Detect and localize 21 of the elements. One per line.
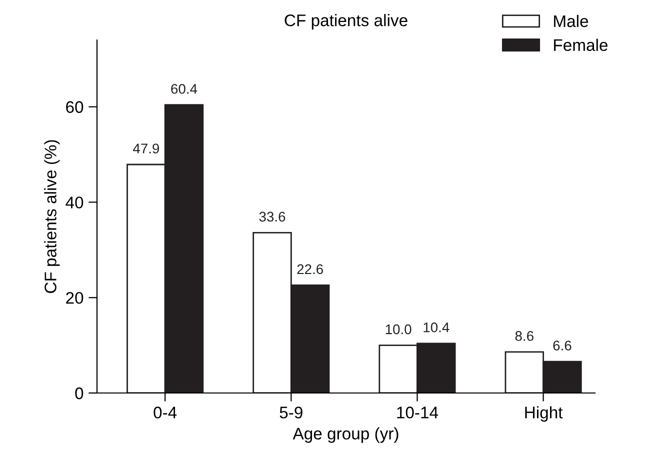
- data-label: 10.4: [424, 322, 450, 332]
- x-tick-label: Hight: [525, 406, 563, 422]
- y-axis-title: CF patients alive (%): [44, 140, 60, 293]
- data-label: 10.0: [386, 324, 412, 334]
- data-label: 60.4: [171, 84, 198, 94]
- y-tick-label: 0: [75, 387, 84, 400]
- x-tick-label: 5-9: [280, 406, 302, 418]
- data-label: 33.6: [259, 212, 286, 222]
- data-label: 22.6: [297, 264, 323, 274]
- data-label: 6.6: [553, 340, 572, 350]
- x-tick-label: 10-14: [397, 406, 438, 418]
- data-label: 8.6: [515, 331, 534, 341]
- y-tick-label: 40: [66, 196, 84, 208]
- x-axis-title: Age group (yr): [292, 427, 398, 443]
- y-tick-label: 60: [66, 101, 84, 113]
- data-label: 47.9: [132, 144, 160, 154]
- x-tick-label: 0-4: [154, 406, 177, 418]
- chart-title: CF patients alive: [284, 14, 408, 30]
- legend-label: Male: [554, 14, 588, 28]
- legend-label: Female: [554, 38, 608, 52]
- y-tick-label: 20: [66, 292, 84, 304]
